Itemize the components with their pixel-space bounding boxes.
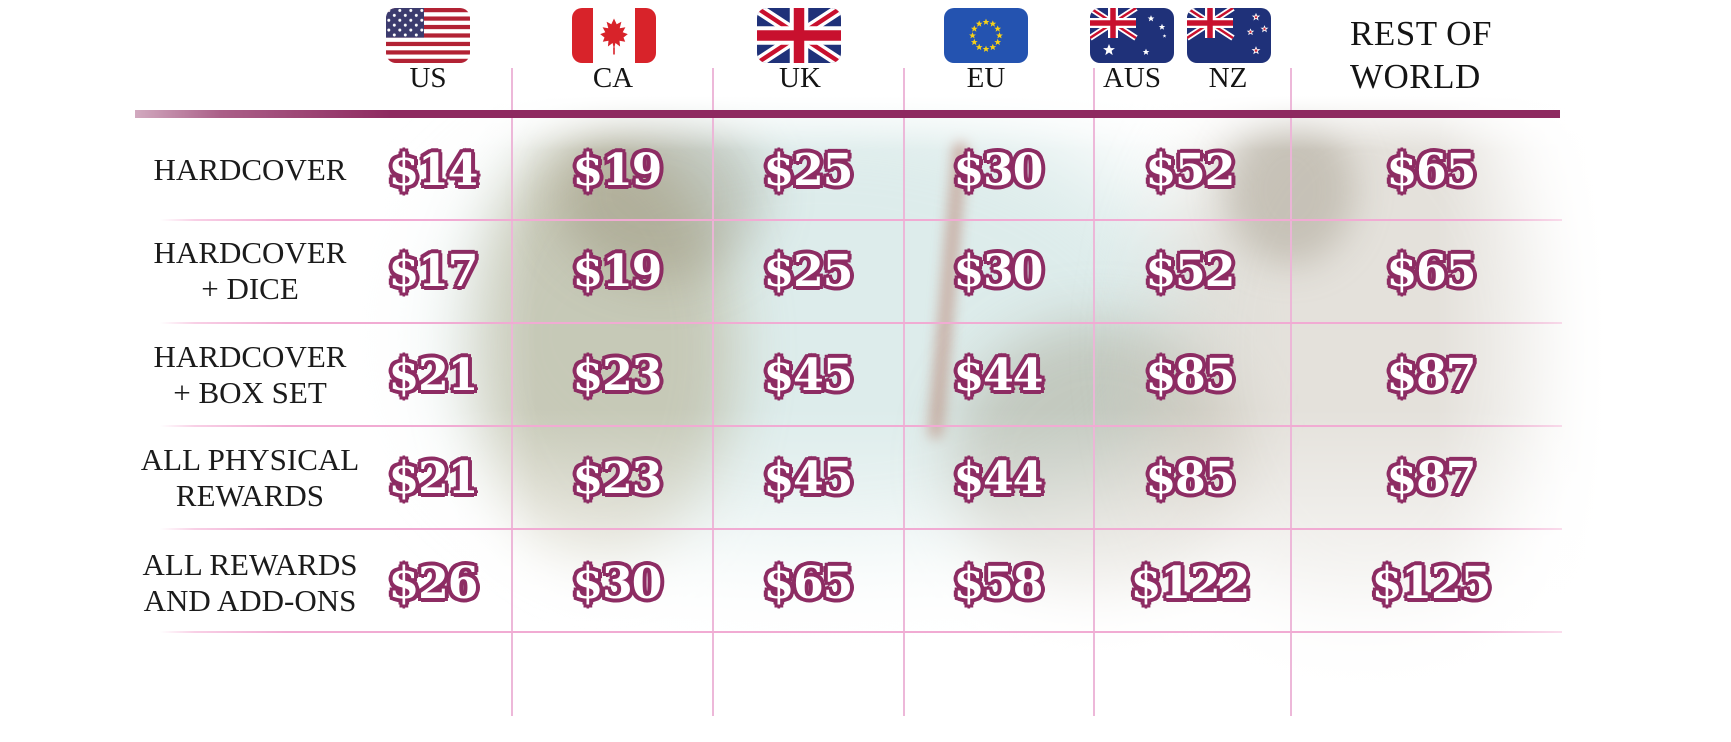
price-cell: $26 (386, 555, 482, 612)
price-cell: $45 (761, 450, 857, 507)
column-header-uk: UK (779, 62, 821, 94)
price-cell: $58 (951, 555, 1047, 612)
nz-flag-icon (1187, 8, 1271, 63)
eu-flag-icon (944, 8, 1028, 63)
row-label-line: HARDCOVER (153, 235, 347, 270)
column-divider (1290, 68, 1292, 716)
price-cell: $125 (1369, 555, 1494, 612)
price-cell: $65 (1384, 243, 1480, 300)
price-cell: $52 (1143, 142, 1239, 199)
price-cell: $30 (570, 555, 666, 612)
row-divider (160, 322, 1562, 324)
price-cell: $85 (1143, 450, 1239, 507)
price-cell: $87 (1384, 347, 1480, 404)
price-cell: $44 (951, 450, 1047, 507)
row-divider (160, 425, 1562, 427)
column-divider (903, 68, 905, 716)
row-label-line: REWARDS (175, 478, 325, 513)
price-cell: $44 (951, 347, 1047, 404)
column-header-nz: NZ (1208, 62, 1248, 94)
row-label-line: AND ADD-ONS (143, 583, 357, 618)
price-cell: $65 (761, 555, 857, 612)
price-cell: $21 (386, 450, 482, 507)
row-divider (160, 631, 1562, 633)
price-cell: $25 (761, 142, 857, 199)
price-cell: $21 (386, 347, 482, 404)
price-cell: $14 (386, 142, 482, 199)
row-label-line: ALL REWARDS (142, 547, 358, 582)
price-cell: $87 (1384, 450, 1480, 507)
price-cell: $17 (386, 243, 482, 300)
rest-of-world-line: WORLD (1350, 57, 1481, 96)
price-cell: $30 (951, 243, 1047, 300)
column-header-eu: EU (966, 62, 1006, 94)
row-label-line: ALL PHYSICAL (140, 442, 360, 477)
row-label-all-rewards-add-ons: ALL REWARDS AND ADD-ONS (110, 533, 390, 633)
price-cell: $23 (570, 347, 666, 404)
uk-flag-icon (757, 8, 841, 63)
column-divider (511, 68, 513, 716)
row-label-all-physical-rewards: ALL PHYSICAL REWARDS (110, 428, 390, 528)
row-label-hardcover-dice: HARDCOVER + DICE (110, 221, 390, 321)
price-cell: $52 (1143, 243, 1239, 300)
row-divider (160, 219, 1562, 221)
column-divider (712, 68, 714, 716)
row-label-line: + DICE (201, 271, 299, 306)
price-cell: $19 (570, 243, 666, 300)
rest-of-world-line: REST OF (1350, 14, 1492, 53)
column-header-ca: CA (592, 62, 634, 94)
ca-flag-icon (572, 8, 656, 63)
price-cell: $65 (1384, 142, 1480, 199)
price-cell: $23 (570, 450, 666, 507)
us-flag-icon (386, 8, 470, 63)
column-header-us: US (409, 62, 447, 94)
price-cell: $19 (570, 142, 666, 199)
column-divider (1093, 68, 1095, 716)
row-label-line: + BOX SET (173, 375, 327, 410)
column-header-aus: AUS (1102, 62, 1161, 94)
row-label-line: HARDCOVER (153, 339, 347, 374)
aus-flag-icon (1090, 8, 1174, 63)
header-rule (135, 110, 1560, 118)
row-label-hardcover-box-set: HARDCOVER + BOX SET (110, 325, 390, 425)
row-divider (160, 528, 1562, 530)
price-cell: $85 (1143, 347, 1239, 404)
column-header-rest-of-world: REST OF WORLD (1350, 12, 1492, 98)
price-cell: $25 (761, 243, 857, 300)
price-cell: $122 (1128, 555, 1253, 612)
price-cell: $30 (951, 142, 1047, 199)
price-cell: $45 (761, 347, 857, 404)
row-label-hardcover: HARDCOVER (110, 120, 390, 220)
row-label-line: HARDCOVER (153, 152, 347, 187)
